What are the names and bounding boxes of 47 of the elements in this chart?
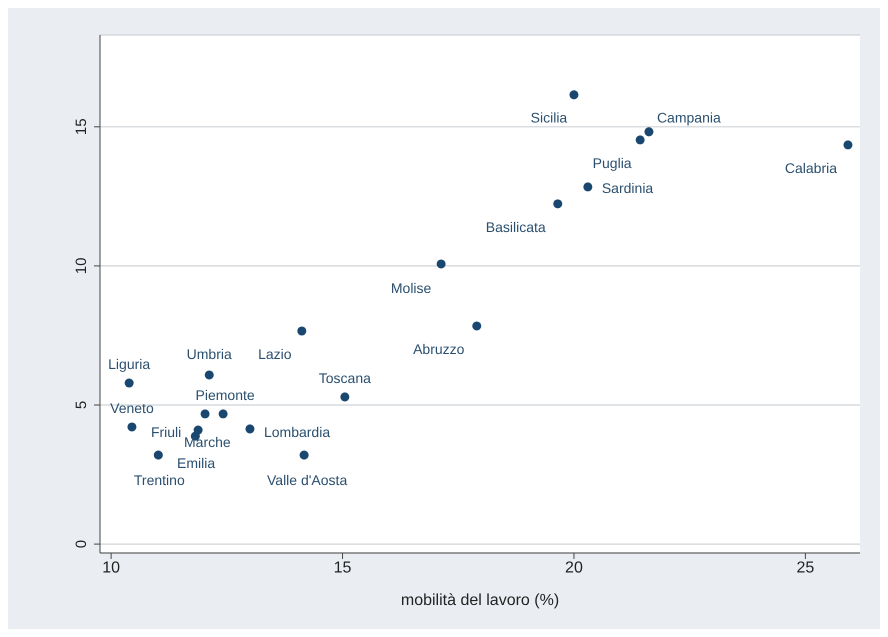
point <box>843 140 852 150</box>
annotation: Umbria <box>186 346 232 362</box>
annotation: Sicilia <box>530 110 568 126</box>
point <box>124 378 134 388</box>
annotation: Lazio <box>258 346 292 362</box>
point <box>200 409 210 418</box>
y-tick-label: 10 <box>73 258 90 274</box>
annotation: Campania <box>656 110 721 126</box>
point <box>436 259 446 268</box>
annotation: Basilicata <box>486 218 546 235</box>
point <box>300 450 309 460</box>
annotation: Lombardia <box>264 424 330 440</box>
point <box>204 370 214 380</box>
point <box>340 392 350 402</box>
annotation: Calabria <box>784 160 838 176</box>
annotation: Abruzzo <box>413 340 465 357</box>
annotation: Liguria <box>108 356 150 372</box>
x-axis-title: mobilità del lavoro (%) <box>400 592 560 609</box>
point <box>297 326 306 336</box>
point <box>583 182 592 192</box>
annotation: Emilia <box>177 454 216 471</box>
x-tick-label: 10 <box>102 559 120 576</box>
x-tick-label: 15 <box>334 559 352 576</box>
annotation: Friuli <box>150 424 182 440</box>
x-tick-label: 25 <box>796 559 814 576</box>
point <box>154 450 163 460</box>
annotation: Puglia <box>592 154 632 171</box>
x-tick-label: 20 <box>565 559 583 576</box>
point <box>472 321 482 330</box>
point <box>553 199 562 208</box>
point <box>644 127 654 136</box>
point <box>127 422 136 432</box>
annotation: Marche <box>184 434 231 450</box>
annotation: Veneto <box>110 400 154 416</box>
annotation: Toscana <box>318 370 372 386</box>
point <box>218 409 228 418</box>
annotation: Piemonte <box>196 386 255 403</box>
y-tick-label: 0 <box>73 540 90 548</box>
point <box>245 424 254 434</box>
point <box>636 135 645 144</box>
annotation: Molise <box>390 280 432 296</box>
y-tick-label: 5 <box>73 400 90 410</box>
annotation: Trentino <box>134 472 185 488</box>
point <box>569 90 578 100</box>
y-tick-label: 15 <box>73 118 90 136</box>
annotation: Valle d'Aosta <box>266 472 348 488</box>
annotation: Sardinia <box>602 180 654 196</box>
